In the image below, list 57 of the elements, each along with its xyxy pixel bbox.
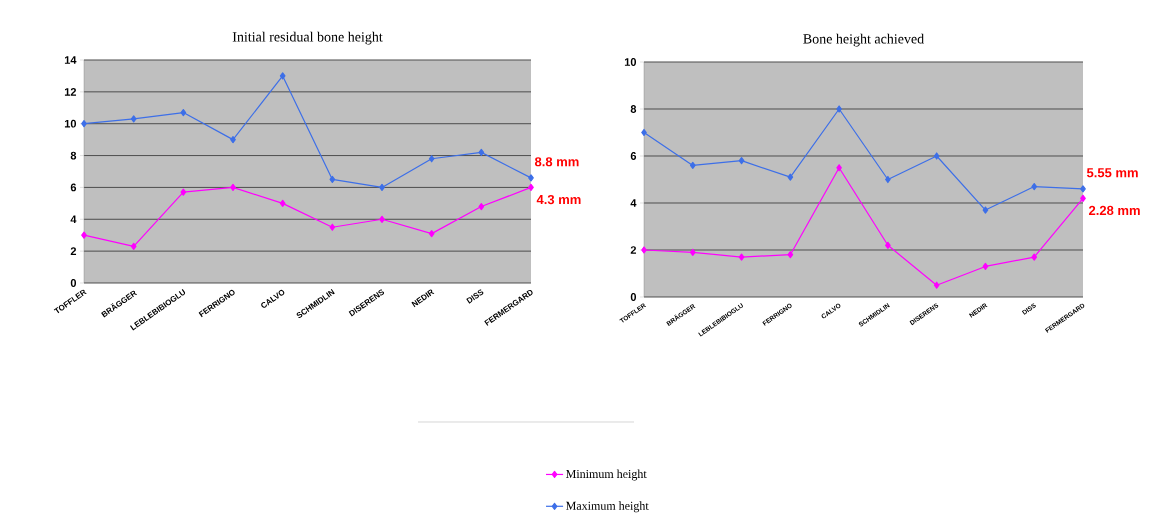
point xyxy=(738,157,745,165)
point xyxy=(329,175,336,184)
y-tick-label: 10 xyxy=(624,58,637,66)
point xyxy=(738,253,745,261)
y-tick-label: 6 xyxy=(630,152,637,160)
y-tick-label: 0 xyxy=(630,293,637,301)
y-tick-label: 14 xyxy=(64,56,77,64)
point xyxy=(528,174,534,182)
point xyxy=(428,155,435,163)
point xyxy=(279,72,286,80)
point xyxy=(130,115,137,123)
y-tick-label: 10 xyxy=(64,119,77,128)
point xyxy=(230,136,236,144)
point xyxy=(180,188,187,196)
point xyxy=(836,164,842,172)
point xyxy=(1080,185,1086,193)
y-tick-label: 6 xyxy=(70,183,77,192)
y-tick-label: 4 xyxy=(70,215,77,224)
text: 4.3 mm xyxy=(536,194,581,205)
point xyxy=(689,161,696,169)
point xyxy=(1031,182,1038,191)
point xyxy=(641,246,647,254)
point xyxy=(379,215,385,223)
point xyxy=(836,105,842,113)
y-tick-label: 8 xyxy=(70,151,77,160)
point xyxy=(130,242,137,250)
point xyxy=(428,230,435,238)
y-tick-label: 2 xyxy=(630,246,637,254)
point xyxy=(478,148,485,156)
point xyxy=(81,231,87,239)
point xyxy=(180,108,187,117)
y-tick-label: 12 xyxy=(64,88,77,96)
point xyxy=(933,281,940,289)
legend-label: Minimum height xyxy=(566,469,647,481)
point xyxy=(478,202,485,211)
y-tick-label: 8 xyxy=(630,105,637,113)
point xyxy=(1031,253,1038,261)
point xyxy=(787,173,794,181)
point xyxy=(1080,194,1086,202)
point xyxy=(933,152,940,160)
point xyxy=(81,120,87,128)
point xyxy=(982,262,989,271)
point xyxy=(689,248,696,256)
point xyxy=(885,241,891,249)
text: 5.55 mm xyxy=(1086,168,1138,178)
legend-label: Maximum height xyxy=(566,501,649,513)
y-tick-label: 0 xyxy=(70,279,77,287)
point xyxy=(279,199,286,207)
point xyxy=(329,223,336,231)
text: 8.8 mm xyxy=(534,157,579,167)
text: 2.28 mm xyxy=(1088,205,1140,216)
point xyxy=(787,251,794,259)
y-tick-label: 2 xyxy=(70,247,77,255)
chart-title: Bone height achieved xyxy=(803,33,924,47)
point xyxy=(982,206,989,214)
y-tick-label: 4 xyxy=(630,199,637,207)
chart-title: Initial residual bone height xyxy=(232,31,383,45)
